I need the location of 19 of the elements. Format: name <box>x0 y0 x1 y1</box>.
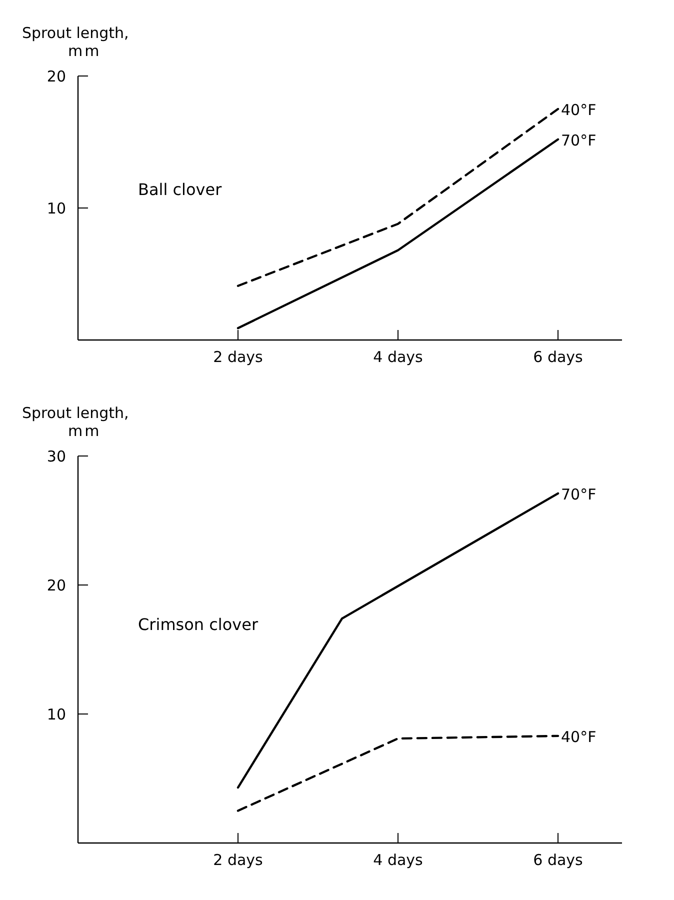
x-tick-label: 6 days <box>533 348 584 366</box>
y-tick-label: 20 <box>46 67 66 86</box>
x-tick-label: 6 days <box>533 851 584 869</box>
y-tick-label: 10 <box>46 705 66 724</box>
text: Crimson clover <box>138 615 258 634</box>
x-tick-label: 4 days <box>373 851 424 869</box>
y-axis-title: Sprout length, mm <box>22 24 129 60</box>
y-tick-label: 20 <box>46 576 66 594</box>
series-label: 70°F <box>561 485 596 504</box>
series-label: 40°F <box>561 728 596 746</box>
series-label: 70°F <box>561 131 596 150</box>
y-tick-label: 10 <box>46 199 66 218</box>
x-tick-label: 2 days <box>213 851 264 869</box>
series-label: 40°F <box>561 101 596 119</box>
x-tick-label: 4 days <box>373 348 424 366</box>
y-axis-title: Sprout length, mm <box>22 404 129 440</box>
y-tick-label: 30 <box>46 447 66 466</box>
text: Ball clover <box>138 180 222 199</box>
x-tick-label: 2 days <box>213 348 264 366</box>
